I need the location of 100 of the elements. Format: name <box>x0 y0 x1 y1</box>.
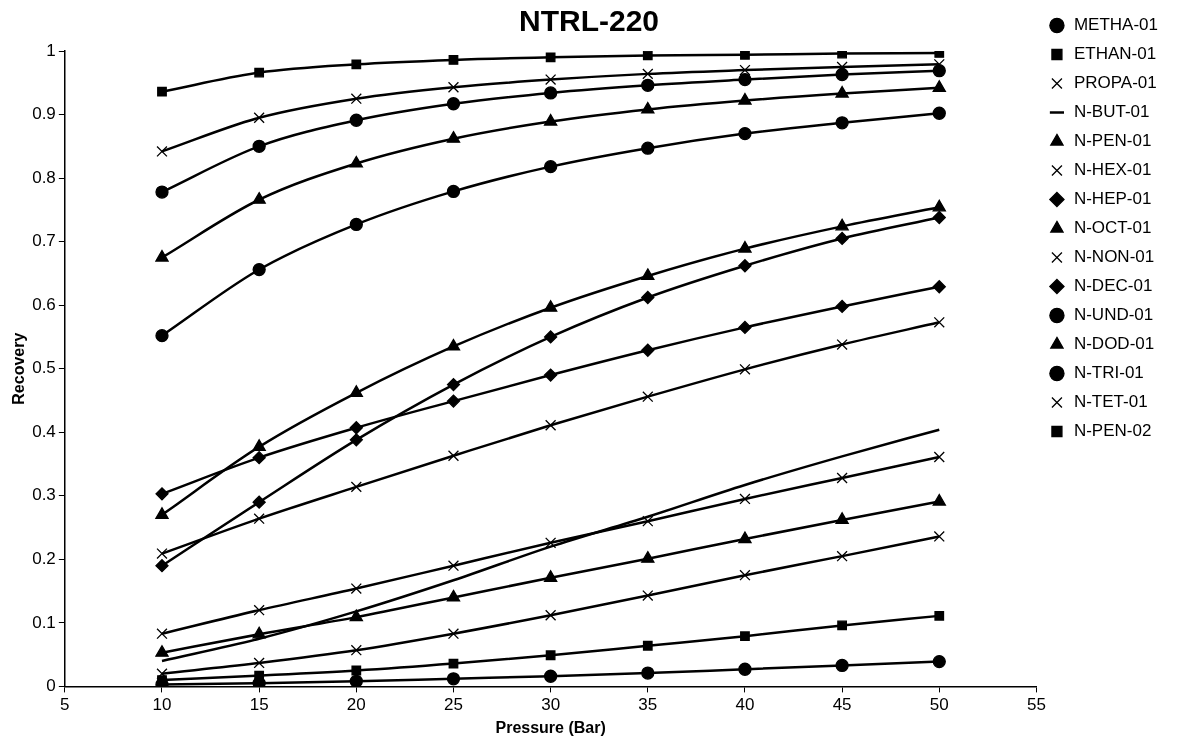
y-tick-label: 0.9 <box>32 104 56 124</box>
legend-label: N-BUT-01 <box>1073 102 1150 122</box>
point <box>157 86 167 97</box>
point <box>740 51 750 60</box>
point <box>543 368 558 382</box>
point <box>446 184 461 199</box>
point <box>641 666 655 680</box>
legend-label: N-HEX-01 <box>1073 160 1152 180</box>
point <box>932 493 946 506</box>
y-tick-label: 0.5 <box>32 358 56 378</box>
point <box>351 59 362 70</box>
point <box>545 650 556 661</box>
y-tick-label: 0.8 <box>32 167 56 187</box>
point <box>933 316 945 328</box>
x-axis-title: Pressure (Bar) <box>495 718 606 736</box>
point <box>350 481 362 493</box>
point <box>932 80 946 92</box>
legend-label: N-PEN-01 <box>1073 131 1152 151</box>
point <box>543 669 558 683</box>
point <box>543 300 558 312</box>
point <box>738 240 752 253</box>
x-tick-label: 30 <box>541 695 561 715</box>
point <box>351 665 362 676</box>
point <box>932 199 946 212</box>
point <box>545 419 557 431</box>
y-axis-title: Recovery <box>10 332 28 405</box>
point <box>932 280 946 294</box>
point <box>155 507 169 519</box>
point <box>641 141 655 155</box>
point <box>155 487 169 501</box>
point <box>349 421 363 435</box>
point <box>350 644 362 656</box>
point <box>837 51 847 59</box>
point <box>253 657 265 669</box>
legend-label: N-UND-01 <box>1073 305 1154 325</box>
point <box>738 259 752 273</box>
point <box>641 101 655 114</box>
x-tick-label: 45 <box>832 695 852 715</box>
point <box>739 64 751 76</box>
point <box>543 113 558 126</box>
point <box>835 299 849 314</box>
point <box>641 551 655 563</box>
legend-label: N-DEC-01 <box>1073 276 1153 296</box>
point <box>156 628 168 640</box>
legend-label: PROPA-01 <box>1073 73 1157 93</box>
point <box>933 530 945 543</box>
point <box>932 64 946 78</box>
point <box>543 570 558 582</box>
point <box>252 439 266 451</box>
point <box>836 550 848 562</box>
point <box>739 493 751 505</box>
point <box>252 676 266 687</box>
point <box>641 268 655 281</box>
point <box>740 631 750 642</box>
point <box>545 609 557 621</box>
point <box>738 126 752 141</box>
point <box>447 628 460 640</box>
legend-label: N-NON-01 <box>1073 247 1155 267</box>
point <box>543 159 558 174</box>
y-tick-label: 0.3 <box>32 485 56 505</box>
point <box>739 569 751 581</box>
point <box>252 495 266 509</box>
point <box>738 92 752 105</box>
point <box>836 338 848 351</box>
point <box>349 385 364 397</box>
y-tick-label: 0 <box>46 676 56 696</box>
point <box>447 81 460 93</box>
point <box>253 513 265 525</box>
point <box>446 131 461 143</box>
point <box>738 320 752 335</box>
point <box>642 391 654 403</box>
point <box>254 67 265 78</box>
y-tick-label: 1 <box>46 40 56 60</box>
point <box>932 106 946 120</box>
point <box>545 537 557 549</box>
point <box>642 589 654 602</box>
point <box>156 548 168 560</box>
chart-title: NTRL-220 <box>518 4 660 38</box>
point <box>835 512 849 525</box>
x-tick-label: 25 <box>444 695 463 715</box>
point <box>835 67 849 82</box>
point <box>642 640 653 651</box>
point <box>446 377 461 392</box>
point <box>738 531 752 544</box>
x-tick-label: 55 <box>1026 695 1046 715</box>
point <box>835 116 849 130</box>
point <box>933 451 945 463</box>
point <box>447 450 460 462</box>
legend-label: N-PEN-02 <box>1073 421 1152 441</box>
point <box>545 52 556 63</box>
point <box>641 290 655 305</box>
point <box>642 515 654 527</box>
point <box>837 620 847 631</box>
y-tick-label: 0.2 <box>32 549 56 569</box>
point <box>446 672 461 686</box>
point <box>252 192 266 204</box>
point <box>446 394 461 408</box>
y-tick-label: 0.1 <box>32 612 56 632</box>
point <box>446 338 461 351</box>
point <box>739 363 751 375</box>
